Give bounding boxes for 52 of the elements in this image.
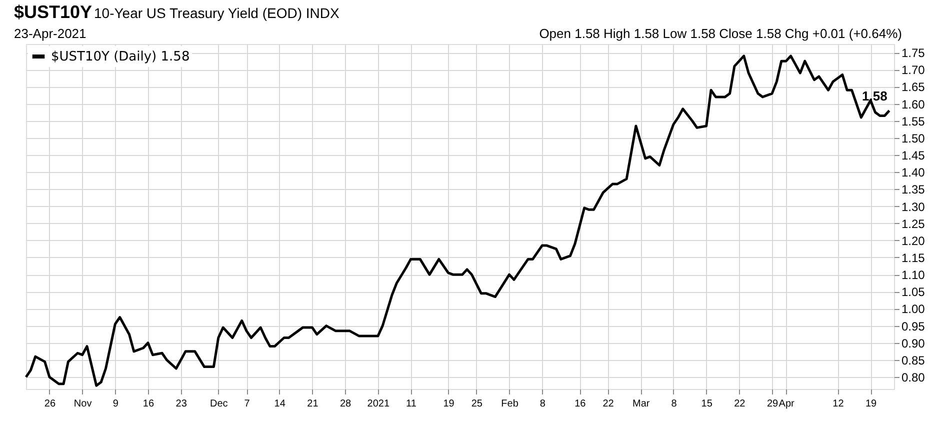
x-tick-label: 22 [602, 398, 614, 410]
y-tick-label: 1.30 [902, 200, 926, 214]
x-tick-label: 19 [443, 398, 455, 410]
x-tick-label: 8 [671, 398, 678, 410]
y-tick-label: 1.05 [902, 285, 926, 300]
y-tick-label: 1.75 [902, 46, 926, 60]
x-tick-label: 21 [307, 398, 319, 410]
x-tick-label: 14 [274, 398, 286, 410]
y-tick-label: 1.70 [902, 63, 926, 78]
text: Open 1.58 High 1.58 Low 1.58 Close 1.58 Chg +0.01 (+0.64%) [539, 26, 902, 41]
x-tick-label: 29 [766, 398, 779, 410]
text: 23-Apr-2021 [14, 26, 86, 41]
x-tick-label: 9 [112, 398, 119, 410]
y-tick-label: 0.85 [902, 353, 926, 368]
x-tick-label: 15 [701, 398, 713, 410]
annotation: 1.58 [862, 88, 888, 104]
y-tick-label: 1.25 [902, 216, 926, 231]
x-tick-label: 16 [574, 398, 586, 410]
x-tick-label: Dec [210, 398, 228, 410]
y-tick-label: 1.50 [902, 131, 926, 146]
y-tick-label: 1.15 [902, 250, 926, 265]
x-tick-label: 12 [832, 398, 844, 410]
x-tick-label: Mar [632, 398, 650, 410]
y-tick-label: 1.65 [902, 80, 926, 94]
x-tick-label: 11 [406, 398, 417, 410]
y-tick-label: 1.55 [902, 114, 926, 128]
x-tick-label: 28 [340, 398, 352, 410]
x-tick-label: 7 [244, 398, 250, 410]
x-tick-label: Feb [501, 398, 519, 410]
chart-title: $UST10Y [14, 2, 92, 22]
y-tick-label: 1.20 [902, 234, 926, 248]
y-tick-label: 1.45 [902, 148, 926, 163]
x-tick-label: 22 [734, 398, 746, 410]
x-tick-label: Apr [778, 398, 796, 410]
x-tick-label: 8 [540, 398, 546, 410]
x-tick-label: 23 [176, 398, 188, 410]
legend-label: $UST10Y (Daily) 1.58 [51, 50, 190, 64]
x-tick-label: 19 [865, 398, 878, 410]
y-tick-label: 1.00 [902, 302, 926, 316]
x-tick-label: 2021 [367, 398, 390, 410]
y-tick-label: 1.35 [902, 182, 926, 197]
y-tick-label: 0.80 [902, 370, 926, 385]
x-tick-label: 25 [471, 398, 483, 410]
x-tick-label: 26 [44, 398, 56, 410]
y-tick-label: 0.90 [902, 336, 926, 350]
y-tick-label: 1.60 [902, 97, 926, 112]
chart-subtitle: 10-Year US Treasury Yield (EOD) INDX [94, 5, 340, 21]
y-tick-label: 0.95 [902, 319, 926, 334]
y-tick-label: 1.40 [902, 166, 926, 180]
x-tick-label: Nov [74, 398, 92, 410]
y-tick-label: 1.10 [902, 268, 926, 282]
x-tick-label: 16 [142, 398, 154, 410]
